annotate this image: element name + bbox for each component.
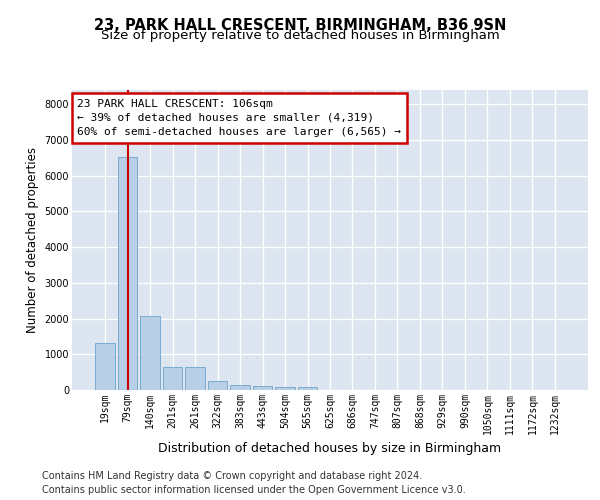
Bar (253, 386, 272, 390)
Bar (95, 343, 115, 390)
Text: 23 PARK HALL CRESCENT: 106sqm
← 39% of detached houses are smaller (4,319)
60% o: 23 PARK HALL CRESCENT: 106sqm ← 39% of d… (77, 99, 401, 137)
Bar (140, 316, 160, 390)
Text: Contains public sector information licensed under the Open Government Licence v3: Contains public sector information licen… (42, 485, 466, 495)
Text: Contains HM Land Registry data © Crown copyright and database right 2024.: Contains HM Land Registry data © Crown c… (42, 471, 422, 481)
Bar (118, 157, 137, 390)
X-axis label: Distribution of detached houses by size in Birmingham: Distribution of detached houses by size … (158, 442, 502, 455)
Bar (298, 388, 317, 390)
Y-axis label: Number of detached properties: Number of detached properties (26, 147, 39, 333)
Text: 23, PARK HALL CRESCENT, BIRMINGHAM, B36 9SN: 23, PARK HALL CRESCENT, BIRMINGHAM, B36 … (94, 18, 506, 32)
Bar (208, 381, 227, 390)
Bar (230, 385, 250, 390)
Bar (163, 367, 182, 390)
Text: Size of property relative to detached houses in Birmingham: Size of property relative to detached ho… (101, 29, 499, 42)
Bar (185, 367, 205, 390)
Bar (275, 387, 295, 390)
